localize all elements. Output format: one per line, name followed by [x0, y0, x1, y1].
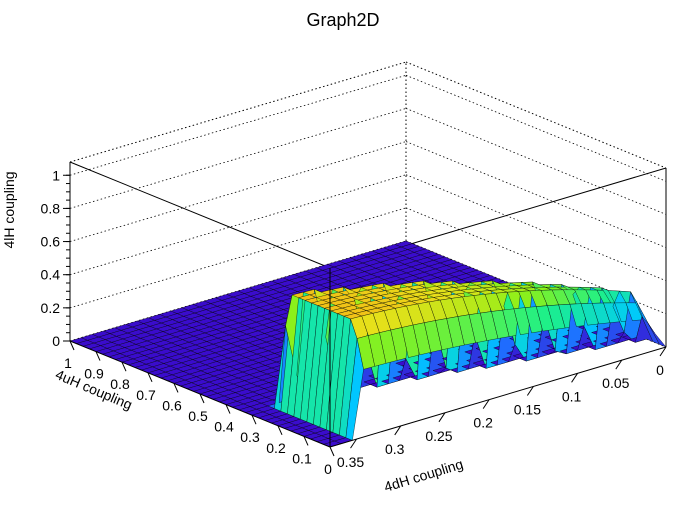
- x-tick-label: 0.9: [84, 366, 104, 382]
- z-tick-label: 0.8: [41, 200, 61, 216]
- x-tick: [95, 351, 101, 361]
- frame-top-front-left: [69, 161, 331, 269]
- y-tick-label: 0: [656, 362, 664, 378]
- z-gridline: [405, 174, 667, 282]
- y-tick: [482, 399, 490, 409]
- z-gridlines: [69, 74, 667, 315]
- frame-top-back-right: [405, 61, 667, 169]
- x-tick: [329, 446, 335, 457]
- x-tick: [69, 340, 75, 351]
- x-tick-label: 0: [324, 461, 332, 477]
- y-tick: [615, 359, 623, 370]
- x-tick-label: 0.1: [292, 450, 312, 466]
- y-tick: [571, 373, 578, 383]
- surface-plot: [69, 240, 667, 448]
- y-tick: [438, 412, 446, 423]
- z-gridline: [69, 174, 407, 276]
- y-tick-label: 0.2: [473, 415, 493, 431]
- y-tick: [394, 425, 402, 436]
- x-tick-label: 0.5: [188, 408, 208, 424]
- x-tick: [251, 414, 257, 425]
- y-tick-label: 0.35: [337, 454, 364, 470]
- axis-ticks: 00.20.40.60.8100.10.20.30.40.50.60.70.80…: [41, 167, 667, 477]
- z-gridline: [69, 207, 407, 309]
- y-tick: [526, 386, 534, 396]
- y-tick-label: 0.3: [385, 441, 405, 457]
- x-tick: [199, 393, 205, 404]
- y-tick: [350, 438, 357, 449]
- z-tick-label: 0.6: [41, 234, 61, 250]
- y-axis-label: 4dH coupling: [382, 456, 465, 495]
- x-tick-label: 0.7: [136, 387, 156, 403]
- z-gridline: [405, 74, 667, 182]
- z-axis-label: 4lH coupling: [1, 171, 17, 248]
- z-tick-label: 0: [52, 333, 60, 349]
- z-gridline: [69, 141, 407, 242]
- z-tick-label: 0.4: [41, 267, 61, 283]
- frame-front-floor-right: [329, 346, 667, 448]
- x-tick-label: 1: [64, 355, 72, 371]
- x-tick: [173, 383, 179, 393]
- frame-top-back-left: [69, 61, 407, 163]
- z-tick-label: 1: [52, 167, 60, 183]
- z-gridline: [405, 207, 667, 315]
- x-tick-label: 0.4: [214, 419, 234, 435]
- z-tick-label: 0.2: [41, 300, 61, 316]
- z-gridline: [69, 74, 407, 176]
- y-tick-label: 0.1: [562, 388, 582, 404]
- z-gridline: [69, 108, 407, 209]
- x-tick-label: 0.3: [240, 429, 260, 445]
- x-tick-label: 0.8: [110, 376, 130, 392]
- y-tick-label: 0.15: [514, 401, 541, 417]
- x-tick: [225, 404, 231, 414]
- z-gridline: [405, 108, 667, 215]
- chart-title: Graph2D: [306, 10, 379, 30]
- x-tick-label: 0.2: [266, 440, 286, 456]
- z-gridline: [405, 141, 667, 248]
- x-tick: [303, 436, 309, 446]
- x-tick-label: 0.6: [162, 397, 182, 413]
- y-tick-label: 0.25: [425, 428, 452, 444]
- x-tick: [277, 425, 283, 436]
- y-tick-label: 0.05: [602, 375, 629, 391]
- y-tick: [659, 346, 667, 357]
- surface-cell: [648, 323, 667, 348]
- x-tick: [147, 372, 153, 383]
- x-tick: [121, 361, 127, 372]
